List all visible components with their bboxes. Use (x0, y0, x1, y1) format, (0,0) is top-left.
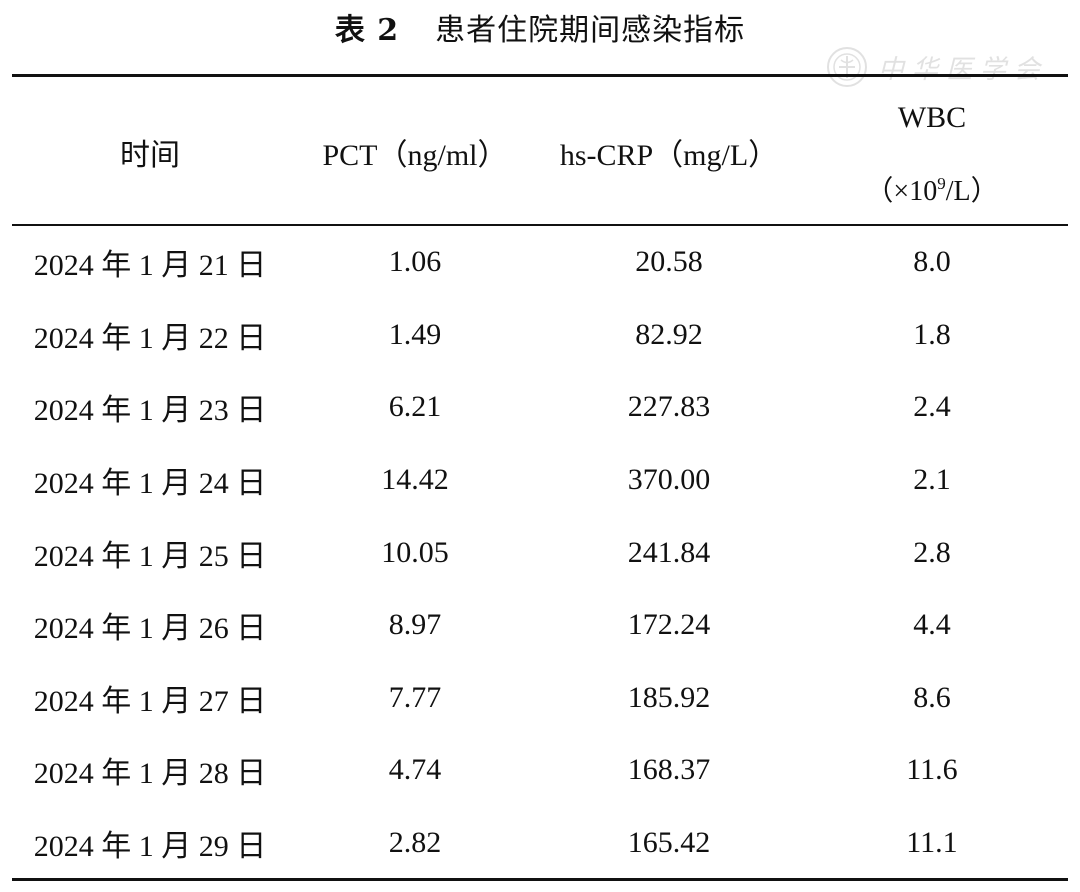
table-caption: 患者住院期间感染指标 (435, 14, 746, 47)
cell-pct: 10.05 (381, 535, 449, 569)
header-pct: PCT（ng/ml） (322, 139, 508, 172)
cell-wbc: 11.6 (906, 753, 958, 787)
society-seal-icon (826, 46, 868, 88)
cell-hs-crp: 370.00 (627, 463, 711, 497)
cell-hs-crp: 172.24 (627, 608, 711, 642)
top-rule (12, 74, 1068, 77)
cell-date: 2024 年 1 月 26 日 (33, 612, 267, 646)
cell-date: 2024 年 1 月 23 日 (33, 394, 267, 428)
wbc-unit-suffix: /L） (945, 176, 999, 207)
cell-hs-crp: 185.92 (627, 680, 711, 714)
cell-pct: 8.97 (388, 608, 442, 642)
cell-wbc: 2.4 (913, 390, 951, 424)
table-row: 2024 年 1 月 28 日 4.74 168.37 11.6 (12, 734, 1068, 807)
header-hs-crp: hs-CRP（mg/L） (559, 139, 779, 172)
wbc-unit-prefix: （×10 (865, 176, 938, 207)
table-body: 2024 年 1 月 21 日 1.06 20.58 8.0 2024 年 1 … (12, 226, 1068, 879)
table-row: 2024 年 1 月 29 日 2.82 165.42 11.1 (12, 807, 1068, 880)
cell-pct: 1.06 (388, 245, 442, 279)
cell-pct: 7.77 (388, 680, 442, 714)
cell-pct: 14.42 (381, 463, 449, 497)
cell-date: 2024 年 1 月 28 日 (33, 757, 267, 791)
table-row: 2024 年 1 月 25 日 10.05 241.84 2.8 (12, 516, 1068, 589)
cell-wbc: 4.4 (913, 608, 951, 642)
cell-pct: 2.82 (388, 826, 442, 860)
cell-wbc: 8.6 (913, 680, 951, 714)
cell-date: 2024 年 1 月 24 日 (33, 467, 267, 501)
cell-hs-crp: 165.42 (627, 826, 711, 860)
header-wbc: WBC （×109/L） (796, 80, 1068, 224)
cell-hs-crp: 82.92 (635, 317, 703, 351)
cell-date: 2024 年 1 月 22 日 (33, 321, 267, 355)
wbc-unit-exponent: 9 (937, 174, 946, 193)
header-wbc-unit: （×109/L） (865, 154, 998, 222)
table-number: 表 2 (334, 13, 400, 48)
table-row: 2024 年 1 月 22 日 1.49 82.92 1.8 (12, 299, 1068, 372)
cell-wbc: 11.1 (906, 826, 958, 860)
watermark: 中华医学会 (826, 42, 1048, 92)
cell-date: 2024 年 1 月 25 日 (33, 539, 267, 573)
cell-wbc: 8.0 (913, 245, 951, 279)
watermark-text: 中华医学会 (878, 54, 1049, 85)
header-wbc-name: WBC (897, 101, 967, 134)
table-row: 2024 年 1 月 21 日 1.06 20.58 8.0 (12, 226, 1068, 299)
header-rule (12, 224, 1068, 226)
header-time: 时间 (120, 139, 180, 172)
cell-date: 2024 年 1 月 29 日 (33, 830, 267, 864)
bottom-rule (12, 878, 1068, 881)
cell-hs-crp: 227.83 (627, 390, 711, 424)
table-row: 2024 年 1 月 26 日 8.97 172.24 4.4 (12, 589, 1068, 662)
cell-hs-crp: 241.84 (627, 535, 711, 569)
cell-pct: 6.21 (388, 390, 442, 424)
cell-hs-crp: 168.37 (627, 753, 711, 787)
cell-pct: 1.49 (388, 317, 442, 351)
cell-wbc: 2.8 (913, 535, 951, 569)
cell-date: 2024 年 1 月 21 日 (33, 249, 267, 283)
cell-wbc: 1.8 (913, 317, 951, 351)
table-title: 表 2 患者住院期间感染指标 (0, 6, 1080, 56)
table-row: 2024 年 1 月 23 日 6.21 227.83 2.4 (12, 371, 1068, 444)
cell-pct: 4.74 (388, 753, 442, 787)
cell-date: 2024 年 1 月 27 日 (33, 684, 267, 718)
cell-wbc: 2.1 (913, 463, 951, 497)
table-row: 2024 年 1 月 27 日 7.77 185.92 8.6 (12, 662, 1068, 735)
cell-hs-crp: 20.58 (635, 245, 703, 279)
table-row: 2024 年 1 月 24 日 14.42 370.00 2.1 (12, 444, 1068, 517)
